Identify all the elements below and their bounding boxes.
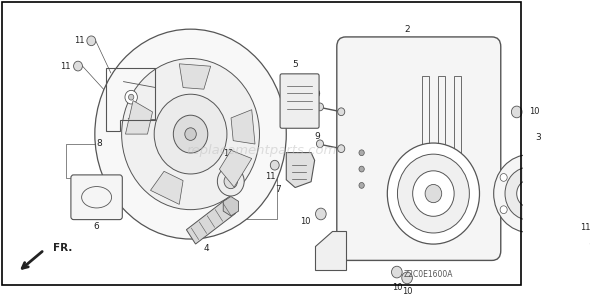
Circle shape <box>173 115 208 153</box>
Circle shape <box>87 36 96 46</box>
Circle shape <box>359 166 364 172</box>
Circle shape <box>398 154 470 233</box>
Text: 4: 4 <box>204 244 209 253</box>
Circle shape <box>402 272 412 284</box>
Text: 11: 11 <box>60 62 71 71</box>
Circle shape <box>359 150 364 156</box>
Circle shape <box>217 167 244 196</box>
Circle shape <box>316 103 323 111</box>
Circle shape <box>316 140 323 148</box>
Circle shape <box>551 173 558 181</box>
Circle shape <box>95 29 286 239</box>
Text: 2: 2 <box>404 25 410 34</box>
Text: 9: 9 <box>314 90 320 99</box>
Bar <box>438 76 445 153</box>
Circle shape <box>494 155 565 232</box>
Circle shape <box>517 180 542 207</box>
Circle shape <box>526 222 533 230</box>
Text: replacementparts.com: replacementparts.com <box>186 144 337 157</box>
Polygon shape <box>231 110 255 144</box>
Bar <box>422 76 429 153</box>
Text: 8: 8 <box>96 139 102 148</box>
Text: 9: 9 <box>314 132 320 140</box>
FancyBboxPatch shape <box>337 37 501 260</box>
Text: 10: 10 <box>402 287 412 295</box>
Circle shape <box>392 266 402 278</box>
Polygon shape <box>219 150 252 187</box>
Polygon shape <box>150 171 183 204</box>
Circle shape <box>224 174 237 189</box>
Text: 10: 10 <box>300 217 310 226</box>
Circle shape <box>337 108 345 116</box>
Circle shape <box>316 208 326 220</box>
Circle shape <box>412 171 454 216</box>
Text: 3: 3 <box>535 133 541 142</box>
Text: 6: 6 <box>94 222 100 231</box>
Text: 11: 11 <box>74 36 84 45</box>
Circle shape <box>125 90 137 104</box>
Circle shape <box>425 184 442 203</box>
Circle shape <box>526 158 533 165</box>
Bar <box>454 76 461 153</box>
Circle shape <box>270 160 279 170</box>
Circle shape <box>387 143 480 244</box>
Circle shape <box>577 243 584 251</box>
Text: FR.: FR. <box>53 243 73 253</box>
FancyBboxPatch shape <box>280 74 319 128</box>
Text: 11: 11 <box>588 242 590 252</box>
Circle shape <box>500 206 507 214</box>
Text: 10: 10 <box>529 107 540 117</box>
Polygon shape <box>126 101 153 134</box>
Circle shape <box>551 206 558 214</box>
Circle shape <box>185 128 196 140</box>
Circle shape <box>122 58 260 210</box>
Circle shape <box>359 183 364 188</box>
Circle shape <box>154 94 227 174</box>
Text: 7: 7 <box>275 185 281 194</box>
Polygon shape <box>186 199 235 244</box>
Circle shape <box>74 61 83 71</box>
Polygon shape <box>179 64 211 89</box>
Circle shape <box>500 173 507 181</box>
Circle shape <box>129 94 134 100</box>
Circle shape <box>224 160 233 170</box>
FancyBboxPatch shape <box>71 175 122 219</box>
Polygon shape <box>223 196 238 216</box>
Text: 11: 11 <box>581 223 590 232</box>
Circle shape <box>570 224 577 232</box>
Circle shape <box>505 167 553 220</box>
Circle shape <box>337 145 345 153</box>
Text: 5: 5 <box>292 60 298 69</box>
Polygon shape <box>286 153 314 188</box>
Polygon shape <box>314 231 346 270</box>
Text: 10: 10 <box>392 283 402 292</box>
Circle shape <box>512 106 522 118</box>
Text: 11: 11 <box>265 172 276 181</box>
Text: 12: 12 <box>224 149 234 158</box>
Text: Z2C0E1600A: Z2C0E1600A <box>404 271 453 279</box>
